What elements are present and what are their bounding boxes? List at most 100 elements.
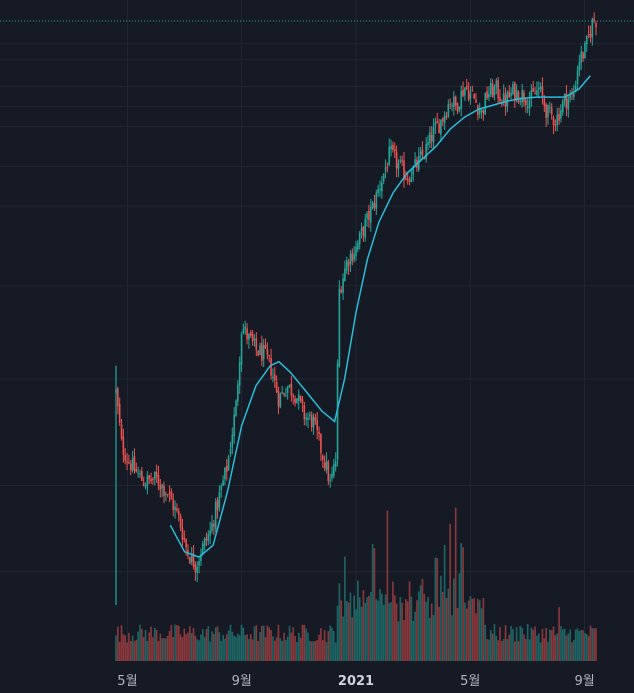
candle-up bbox=[382, 173, 385, 182]
candle-down bbox=[177, 510, 180, 516]
volume-bar bbox=[246, 634, 248, 661]
candle-down bbox=[508, 91, 511, 98]
candle-down bbox=[142, 482, 145, 487]
candle-down bbox=[133, 456, 136, 471]
candle-up bbox=[131, 457, 134, 471]
grid bbox=[0, 0, 634, 661]
time-axis[interactable]: 5월 9월 2021 5월 9월 bbox=[117, 674, 594, 689]
volume-bar bbox=[344, 556, 346, 661]
volume-bar bbox=[183, 628, 186, 661]
volume-bar bbox=[338, 583, 341, 661]
volume-bar bbox=[227, 630, 230, 661]
candle-down bbox=[525, 99, 527, 105]
volume-bar bbox=[360, 606, 363, 661]
volume-bar bbox=[488, 639, 490, 661]
volume-bar bbox=[576, 628, 579, 661]
candle-up bbox=[434, 122, 437, 126]
volume-bar bbox=[275, 637, 278, 661]
candle-up bbox=[196, 566, 199, 574]
volume-bar bbox=[423, 593, 426, 661]
volume-bar bbox=[176, 625, 178, 661]
volume-bar bbox=[573, 640, 575, 661]
candle-down bbox=[118, 404, 121, 423]
volume-bar bbox=[235, 636, 237, 661]
candle-down bbox=[170, 491, 173, 500]
volume-bar bbox=[397, 621, 400, 661]
volume-bar bbox=[249, 634, 252, 661]
candle-down bbox=[403, 160, 405, 180]
candle-down bbox=[499, 97, 501, 102]
candle-down bbox=[501, 103, 503, 105]
candle-up bbox=[451, 105, 453, 107]
volume-bar bbox=[432, 614, 435, 661]
volume-bar bbox=[349, 592, 352, 661]
candle-down bbox=[128, 462, 130, 464]
volume-bar bbox=[214, 627, 217, 661]
candle-down bbox=[251, 333, 254, 342]
candle-down bbox=[473, 93, 475, 99]
volume-bar bbox=[369, 591, 372, 661]
volume-bar bbox=[283, 632, 285, 661]
candle-down bbox=[449, 103, 451, 105]
volume-bar bbox=[449, 523, 451, 661]
volume-bar bbox=[262, 625, 265, 661]
candle-down bbox=[351, 252, 354, 262]
candle-up bbox=[364, 219, 367, 238]
volume-bar bbox=[163, 638, 165, 661]
volume-bar bbox=[567, 633, 570, 661]
candle-up bbox=[560, 109, 562, 119]
volume-bar bbox=[318, 634, 320, 661]
candle-up bbox=[137, 473, 139, 475]
volume-bar bbox=[436, 557, 439, 661]
volume-bar bbox=[441, 591, 444, 661]
volume-bar bbox=[421, 578, 424, 661]
candle-down bbox=[386, 166, 389, 169]
volume-bar bbox=[517, 641, 520, 661]
candle-down bbox=[275, 382, 278, 393]
candle-up bbox=[425, 143, 427, 160]
volume-bar bbox=[504, 625, 507, 661]
candle-down bbox=[554, 124, 557, 126]
volume-bar bbox=[513, 641, 516, 661]
candle-up bbox=[397, 163, 400, 169]
candle-down bbox=[571, 93, 573, 95]
volume-bar bbox=[382, 604, 385, 661]
volume-bar bbox=[427, 597, 429, 661]
candle-up bbox=[207, 534, 210, 542]
volume-bar bbox=[281, 640, 283, 661]
volume-bar bbox=[477, 598, 479, 661]
volume-bar bbox=[303, 624, 306, 661]
volume-bar bbox=[248, 639, 250, 661]
candle-up bbox=[369, 207, 372, 223]
candle-down bbox=[277, 390, 280, 407]
candle-up bbox=[480, 109, 483, 112]
moving-average-line bbox=[169, 75, 591, 558]
candle-up bbox=[419, 151, 422, 155]
volume-bar bbox=[327, 631, 330, 661]
candle-down bbox=[558, 113, 560, 121]
candle-down bbox=[120, 424, 123, 439]
volume-bar bbox=[388, 603, 391, 661]
candle-up bbox=[237, 384, 239, 402]
volume-bar bbox=[133, 641, 136, 661]
candle-up bbox=[371, 202, 374, 209]
candle-down bbox=[314, 417, 317, 421]
candle-down bbox=[545, 104, 547, 118]
candle-down bbox=[436, 121, 439, 124]
time-axis-tick: 9월 bbox=[574, 674, 594, 689]
candle-up bbox=[144, 486, 147, 488]
volume-bar bbox=[329, 625, 331, 661]
volume-bar bbox=[144, 630, 147, 661]
candle-up bbox=[222, 480, 224, 486]
candle-down bbox=[454, 96, 457, 106]
volume-bar bbox=[242, 627, 245, 661]
volume-bar bbox=[464, 602, 466, 661]
candle-up bbox=[488, 93, 490, 98]
candle-down bbox=[159, 485, 162, 490]
volume-bar bbox=[541, 629, 544, 661]
candle-up bbox=[591, 19, 594, 38]
volume-bar bbox=[473, 598, 475, 661]
candle-down bbox=[362, 226, 365, 236]
